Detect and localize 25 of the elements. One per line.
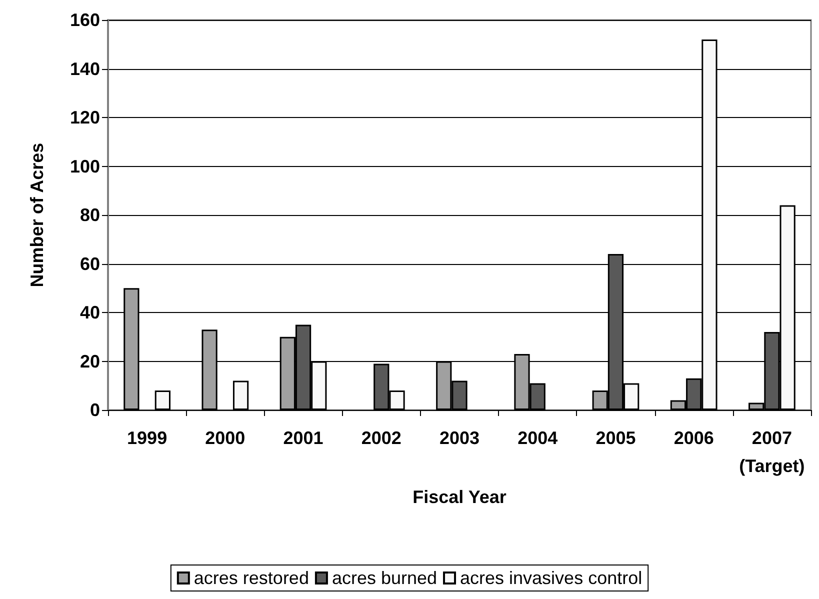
x-tick-label: 2003	[439, 428, 480, 448]
x-tick-label: 2004	[518, 428, 558, 448]
y-tick-label: 60	[80, 254, 100, 274]
y-tick-label: 160	[70, 10, 100, 30]
x-tick-label: 2007 (Target)	[739, 428, 805, 476]
x-tick-label: 2001	[283, 428, 324, 448]
legend-label: acres burned	[332, 568, 438, 588]
y-tick-label: 40	[80, 302, 100, 322]
y-tick-label: 80	[80, 205, 100, 225]
y-tick-label: 120	[70, 108, 100, 128]
x-tick-label: 2006	[674, 428, 714, 448]
y-tick-label: 20	[80, 351, 100, 372]
x-tick-label: 1999	[127, 428, 168, 448]
legend-label: acres invasives control	[460, 568, 642, 588]
x-tick-label: 2005	[596, 428, 636, 448]
x-tick-label: 2000	[205, 428, 246, 448]
bar	[154, 390, 170, 410]
legend-label: acres restored	[194, 568, 309, 588]
x-axis-title: Fiscal Year	[412, 487, 506, 507]
y-axis-title: Number of Acres	[27, 142, 47, 288]
y-tick-label: 0	[90, 400, 100, 420]
y-tick-label: 140	[70, 58, 100, 79]
x-tick-label: 2002	[361, 428, 402, 448]
bar	[232, 380, 249, 410]
y-tick-label: 100	[70, 156, 100, 176]
